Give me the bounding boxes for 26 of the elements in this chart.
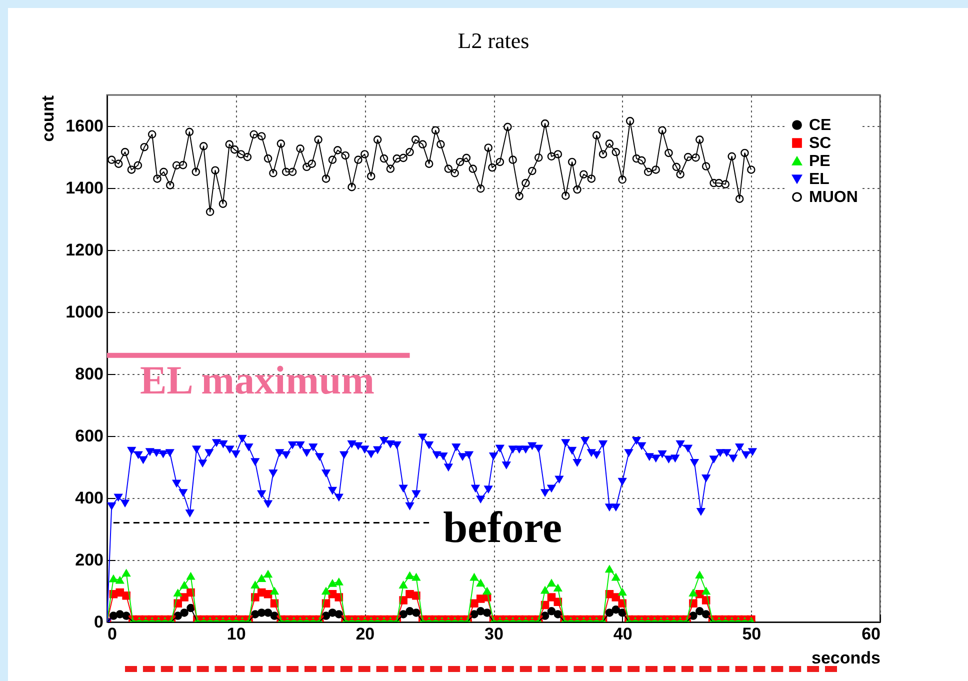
legend-label: PE [809,153,831,170]
x-axis-title: seconds [812,648,880,668]
y-tick-label: 1600 [66,116,104,136]
x-tick-label: 10 [226,624,246,644]
y-axis-title: count [38,95,58,142]
x-tick-label: 40 [613,624,632,644]
legend-label: CE [809,117,832,134]
x-tick-label: 50 [742,624,762,644]
y-tick-label: 800 [75,364,104,384]
legend-label: SC [809,135,832,152]
chart-title: L2 rates [458,28,530,53]
y-tick-label: 1400 [66,178,104,198]
y-tick-label: 0 [94,612,104,632]
y-tick-label: 200 [75,550,104,570]
y-tick-label: 1000 [66,302,104,322]
x-tick-label: 0 [108,624,117,644]
legend-label: EL [809,171,830,188]
annotation: before [443,502,562,552]
x-tick-label: 20 [356,624,375,644]
y-tick-label: 1200 [66,240,104,260]
annotation: EL maximum [140,357,374,402]
y-tick-label: 400 [75,488,104,508]
legend-label: MUON [809,189,858,206]
x-tick-label: 60 [862,624,880,644]
x-tick-label: 30 [484,624,504,644]
y-tick-label: 600 [75,426,104,446]
